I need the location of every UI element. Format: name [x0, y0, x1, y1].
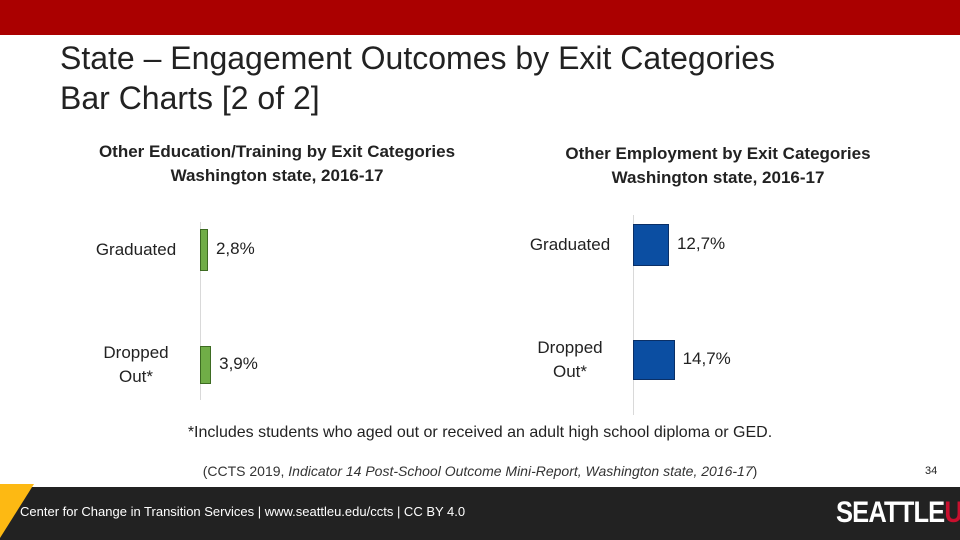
footer-bar [0, 487, 960, 540]
value-label: 14,7% [682, 349, 731, 368]
category-label: Dropped Out* [537, 338, 603, 381]
slide-title: State – Engagement Outcomes by Exit Cate… [60, 40, 776, 76]
bar [200, 229, 208, 271]
citation-text: ) [752, 463, 758, 479]
citation: (CCTS 2019, Indicator 14 Post-School Out… [0, 463, 960, 479]
axis-line [633, 215, 634, 415]
bar [633, 224, 669, 266]
category-label: Graduated [529, 235, 611, 254]
bar [200, 346, 212, 384]
value-label: 2,8% [215, 239, 255, 258]
footer-text: Center for Change in Transition Services… [20, 504, 466, 519]
chart-title: Other Employment by Exit Categories [565, 144, 871, 163]
slide-title: Bar Charts [2 of 2] [60, 80, 320, 116]
chart-title: Other Education/Training by Exit Categor… [98, 142, 456, 161]
chart-subtitle: Washington state, 2016-17 [170, 166, 384, 185]
footer-accent [0, 484, 34, 538]
category-label: Graduated [95, 240, 177, 259]
citation-text: (CCTS 2019, [202, 463, 289, 479]
logo-text: SEATTLE [836, 496, 945, 529]
bar [633, 340, 675, 380]
axis-line [200, 222, 201, 400]
logo: SEATTLEU [836, 496, 960, 530]
value-label: 3,9% [219, 354, 258, 373]
top-bar [0, 0, 960, 35]
page-number: 34 [925, 465, 938, 477]
citation-text: Indicator 14 Post-School Outcome Mini-Re… [288, 463, 753, 479]
category-label: Dropped Out* [103, 343, 169, 386]
value-label: 12,7% [676, 234, 726, 253]
logo-text: U [944, 496, 960, 529]
footnote: *Includes students who aged out or recei… [187, 424, 773, 441]
chart-subtitle: Washington state, 2016-17 [611, 168, 825, 187]
